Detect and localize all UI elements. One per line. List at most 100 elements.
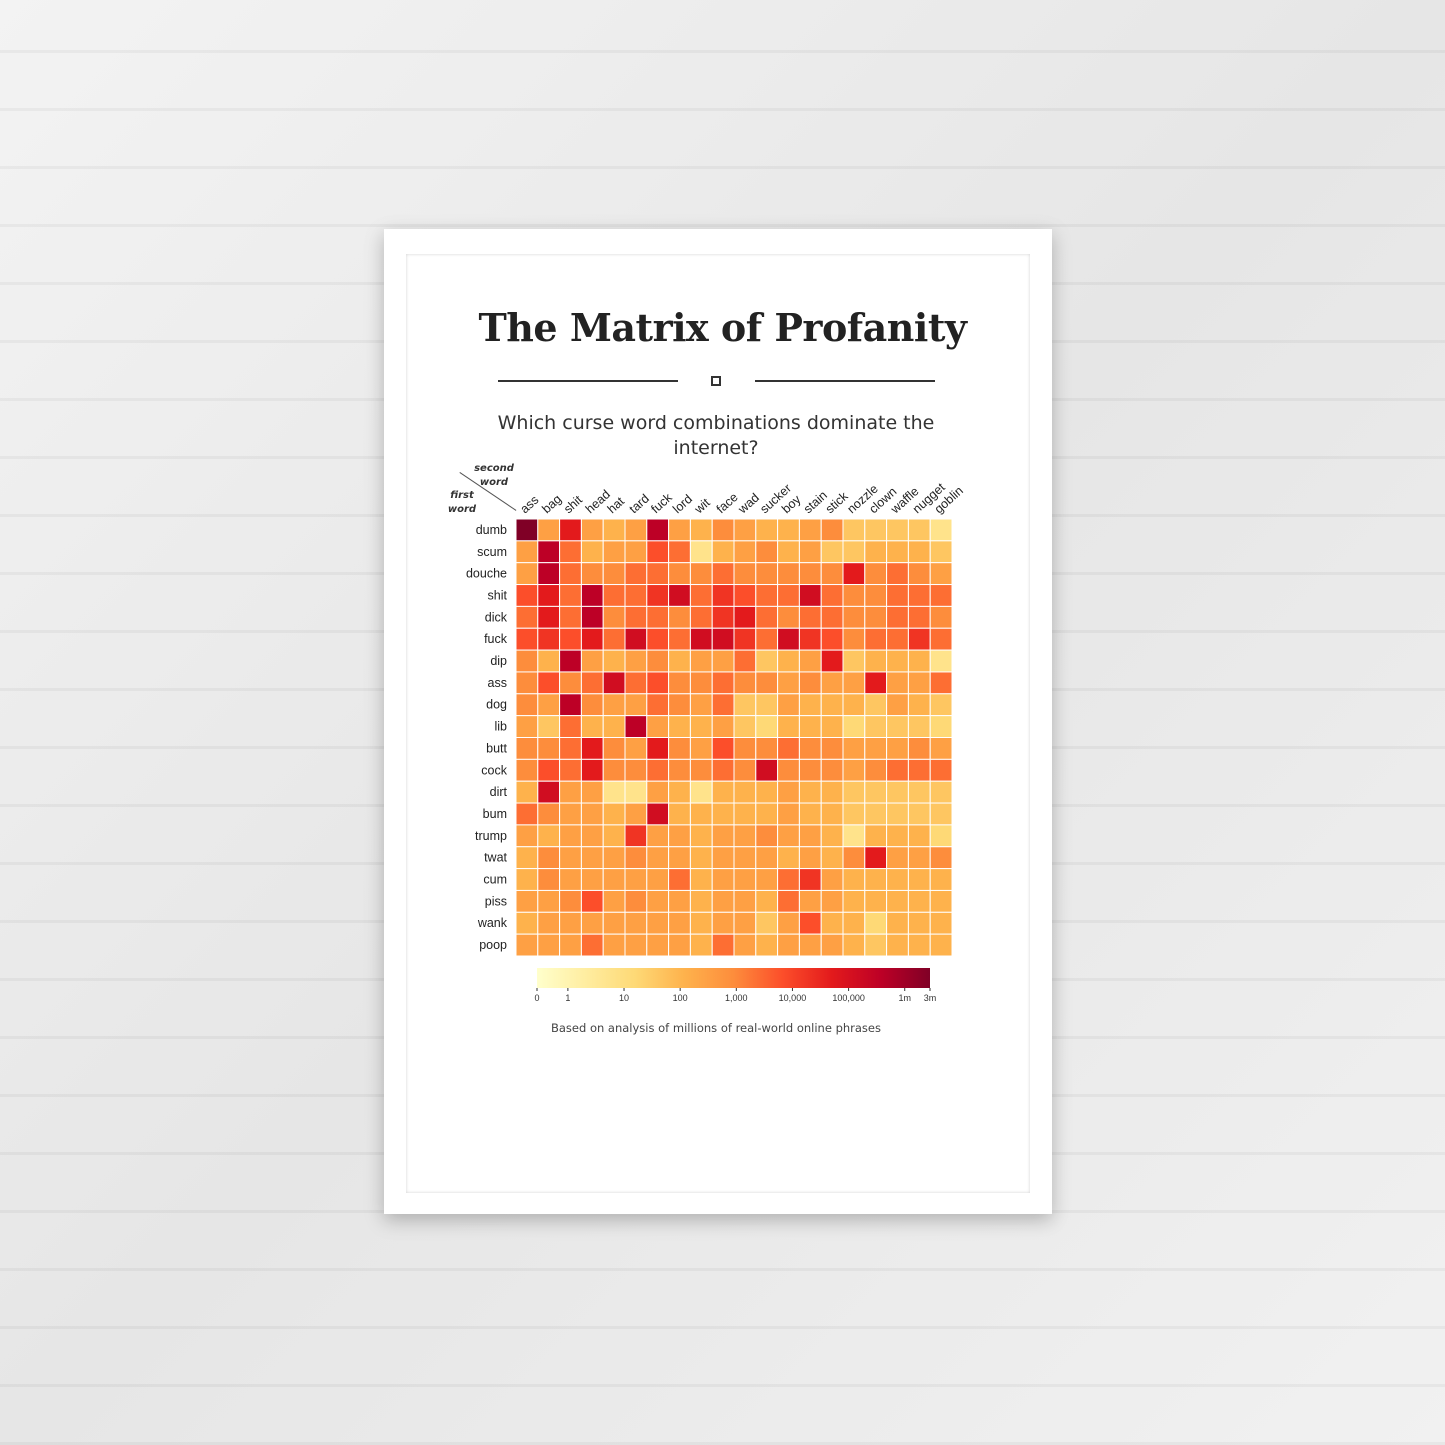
heatmap-cell-wank-nugget <box>907 911 931 935</box>
row-label-cock: cock <box>481 763 507 777</box>
heatmap-cell-lib-hat <box>602 715 626 739</box>
heatmap-cell-trump-stain <box>798 824 822 848</box>
row-label-butt: butt <box>486 741 507 755</box>
heatmap-cell-twat-fuck <box>646 846 670 870</box>
heatmap-cell-cock-hat <box>602 758 626 782</box>
heatmap-cell-bum-goblin <box>929 802 953 826</box>
heatmap-cell-trump-clown <box>864 824 888 848</box>
heatmap-cell-lib-head <box>580 715 604 739</box>
heatmap-cell-fuck-nugget <box>907 627 931 651</box>
heatmap-cell-dip-clown <box>864 649 888 673</box>
heatmap-cell-piss-wit <box>689 889 713 913</box>
heatmap-cell-lib-nozzle <box>842 715 866 739</box>
heatmap-cell-poop-bag <box>537 933 561 957</box>
heatmap-cell-cum-waffle <box>886 868 909 891</box>
heatmap-cell-cum-head <box>580 868 604 891</box>
heatmap-cell-douche-tard <box>624 562 648 586</box>
heatmap-cell-cum-stain <box>798 868 822 891</box>
heatmap-cell-cum-wit <box>689 868 713 891</box>
heatmap-cell-dick-waffle <box>886 605 909 629</box>
heatmap-cell-cum-boy <box>777 868 800 891</box>
heatmap-cell-dick-wit <box>689 605 713 629</box>
heatmap-cell-piss-wad <box>733 889 757 913</box>
heatmap-cell-trump-tard <box>624 824 648 848</box>
heatmap-cell-bum-shit <box>559 802 582 826</box>
heatmap-cell-dumb-hat <box>602 518 626 542</box>
heatmap-cell-shit-goblin <box>929 584 953 607</box>
heatmap-cell-fuck-clown <box>864 627 888 651</box>
heatmap-cell-dumb-fuck <box>646 518 670 542</box>
heatmap-cell-cock-head <box>580 758 604 782</box>
heatmap-cell-poop-shit <box>559 933 582 957</box>
heatmap-cell-piss-ass <box>515 889 539 913</box>
heatmap-cell-douche-wad <box>733 562 757 586</box>
heatmap-cell-wank-wit <box>689 911 713 935</box>
heatmap-cell-wank-lord <box>668 911 691 935</box>
heatmap-cell-dumb-tard <box>624 518 648 542</box>
heatmap-cell-trump-nozzle <box>842 824 866 848</box>
heatmap-cell-cock-nozzle <box>842 758 866 782</box>
heatmap-cell-scum-fuck <box>646 540 670 564</box>
heatmap-cell-butt-head <box>580 737 604 760</box>
heatmap-cell-scum-tard <box>624 540 648 564</box>
heatmap-cell-bum-head <box>580 802 604 826</box>
heatmap-cell-twat-nugget <box>907 846 931 870</box>
heatmap-cell-scum-wad <box>733 540 757 564</box>
heatmap-cell-ass-sucker <box>755 671 779 695</box>
heatmap-cell-dip-sucker <box>755 649 779 673</box>
heatmap-cell-dick-clown <box>864 605 888 629</box>
title-ornament <box>711 376 721 386</box>
heatmap-cell-butt-wit <box>689 737 713 760</box>
heatmap-cell-piss-fuck <box>646 889 670 913</box>
heatmap-cell-scum-face <box>711 540 735 564</box>
heatmap-cell-dirt-sucker <box>755 780 779 804</box>
heatmap-cell-dick-nozzle <box>842 605 866 629</box>
heatmap-cell-dirt-fuck <box>646 780 670 804</box>
column-label-wit: wit <box>691 495 713 517</box>
heatmap-cell-dog-clown <box>864 693 888 717</box>
heatmap-cell-douche-stick <box>820 562 844 586</box>
heatmap-cell-twat-boy <box>777 846 800 870</box>
row-label-ass: ass <box>488 676 507 690</box>
heatmap-cell-wank-face <box>711 911 735 935</box>
heatmap-cell-wank-clown <box>864 911 888 935</box>
heatmap-cell-dip-nugget <box>907 649 931 673</box>
heatmap-cell-dirt-wad <box>733 780 757 804</box>
heatmap-cell-ass-nugget <box>907 671 931 695</box>
heatmap-cell-shit-head <box>580 584 604 607</box>
corner-label-columns: second word <box>474 463 514 488</box>
heatmap-cell-trump-stick <box>820 824 844 848</box>
heatmap-cell-scum-nozzle <box>842 540 866 564</box>
heatmap-cell-wank-ass <box>515 911 539 935</box>
heatmap-cell-cock-face <box>711 758 735 782</box>
heatmap-cell-douche-bag <box>537 562 561 586</box>
heatmap-cell-ass-shit <box>559 671 582 695</box>
heatmap-cell-dick-lord <box>668 605 691 629</box>
column-label-shit: shit <box>561 492 585 516</box>
heatmap-cell-bum-clown <box>864 802 888 826</box>
heatmap-cell-dip-bag <box>537 649 561 673</box>
heatmap-cell-douche-head <box>580 562 604 586</box>
heatmap-cell-dirt-stain <box>798 780 822 804</box>
heatmap-cell-dog-stick <box>820 693 844 717</box>
heatmap-cell-scum-nugget <box>907 540 931 564</box>
heatmap-cell-scum-stain <box>798 540 822 564</box>
heatmap-cell-butt-fuck <box>646 737 670 760</box>
heatmap-cell-wank-boy <box>777 911 800 935</box>
row-label-shit: shit <box>488 588 508 602</box>
heatmap-cell-ass-face <box>711 671 735 695</box>
heatmap-cell-shit-boy <box>777 584 800 607</box>
heatmap-cell-douche-ass <box>515 562 539 586</box>
heatmap-cell-douche-waffle <box>886 562 909 586</box>
heatmap-cell-lib-lord <box>668 715 691 739</box>
column-label-face: face <box>714 490 741 516</box>
heatmap-cell-douche-lord <box>668 562 691 586</box>
heatmap-cell-dip-shit <box>559 649 582 673</box>
row-label-lib: lib <box>494 720 507 734</box>
heatmap-cell-bum-lord <box>668 802 691 826</box>
legend-tick-label: 10,000 <box>779 993 807 1003</box>
heatmap-cell-dick-stick <box>820 605 844 629</box>
heatmap-cell-cock-tard <box>624 758 648 782</box>
heatmap-cell-dip-hat <box>602 649 626 673</box>
heatmap-cell-scum-wit <box>689 540 713 564</box>
